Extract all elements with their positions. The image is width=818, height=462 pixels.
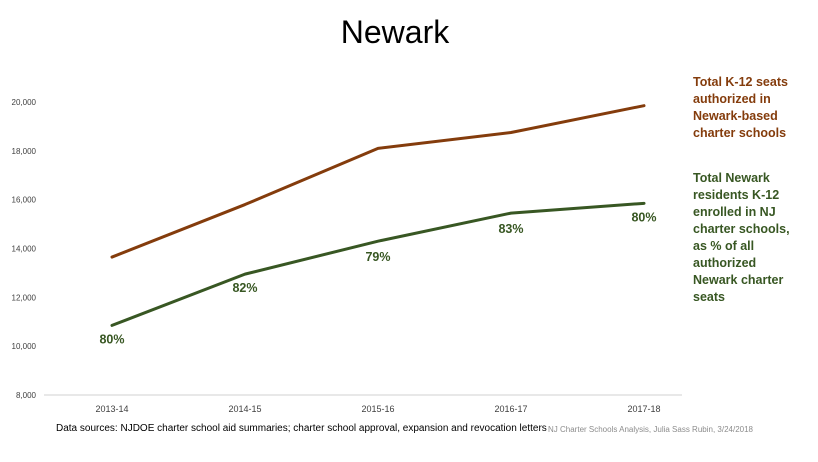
legend-enrolled-line: Total Newark: [693, 171, 770, 185]
data-labels: 80% 82% 79% 83% 80%: [99, 210, 656, 346]
chart-title: Newark: [340, 14, 450, 50]
legend-enrolled-line: authorized: [693, 256, 757, 270]
x-tick-label: 2015-16: [361, 404, 394, 414]
x-tick-label: 2016-17: [494, 404, 527, 414]
legend-enrolled-line: seats: [693, 290, 725, 304]
y-tick-label: 8,000: [16, 391, 37, 400]
enrolled-percent-label: 79%: [365, 250, 390, 264]
legend-enrolled-line: as % of all: [693, 239, 755, 253]
y-tick-label: 18,000: [12, 147, 37, 156]
series-lines: [110, 104, 646, 327]
enrolled-percent-label: 82%: [232, 281, 257, 295]
y-tick-label: 16,000: [12, 196, 37, 205]
seats-series-line: [110, 104, 646, 259]
y-axis-tick-labels: 8,000 10,000 12,000 14,000 16,000 18,000 20,00…: [12, 98, 37, 400]
legend-seats-label: Total K-12 seats authorized in Newark-ba…: [693, 74, 813, 142]
enrolled-percent-label: 80%: [99, 332, 124, 346]
legend-enrolled-line: enrolled in NJ: [693, 205, 776, 219]
legend-seats-line: Newark-based: [693, 109, 778, 123]
legend-seats-line: charter schools: [693, 126, 787, 140]
y-tick-label: 14,000: [12, 245, 37, 254]
y-tick-label: 12,000: [12, 293, 37, 302]
x-tick-label: 2014-15: [228, 404, 261, 414]
x-axis-tick-labels: 2013-14 2014-15 2015-16 2016-17 2017-18: [95, 404, 660, 414]
x-tick-label: 2017-18: [627, 404, 660, 414]
enrolled-series-line: [110, 201, 646, 327]
legend-seats-line: authorized in: [693, 92, 771, 106]
legend-enrolled-line: residents K-12: [693, 188, 780, 202]
credit-note: NJ Charter Schools Analysis, Julia Sass …: [548, 425, 753, 434]
legend-enrolled-label: Total Newark residents K-12 enrolled in …: [693, 170, 813, 306]
legend-enrolled-line: Newark charter: [693, 273, 784, 287]
x-tick-label: 2013-14: [95, 404, 128, 414]
data-sources-note: Data sources: NJDOE charter school aid s…: [56, 423, 547, 434]
legend-seats-line: Total K-12 seats: [693, 75, 788, 89]
y-tick-label: 10,000: [12, 342, 37, 351]
y-tick-label: 20,000: [12, 98, 37, 107]
legend-enrolled-line: charter schools,: [693, 222, 790, 236]
enrolled-percent-label: 80%: [631, 210, 656, 224]
enrolled-percent-label: 83%: [498, 222, 523, 236]
